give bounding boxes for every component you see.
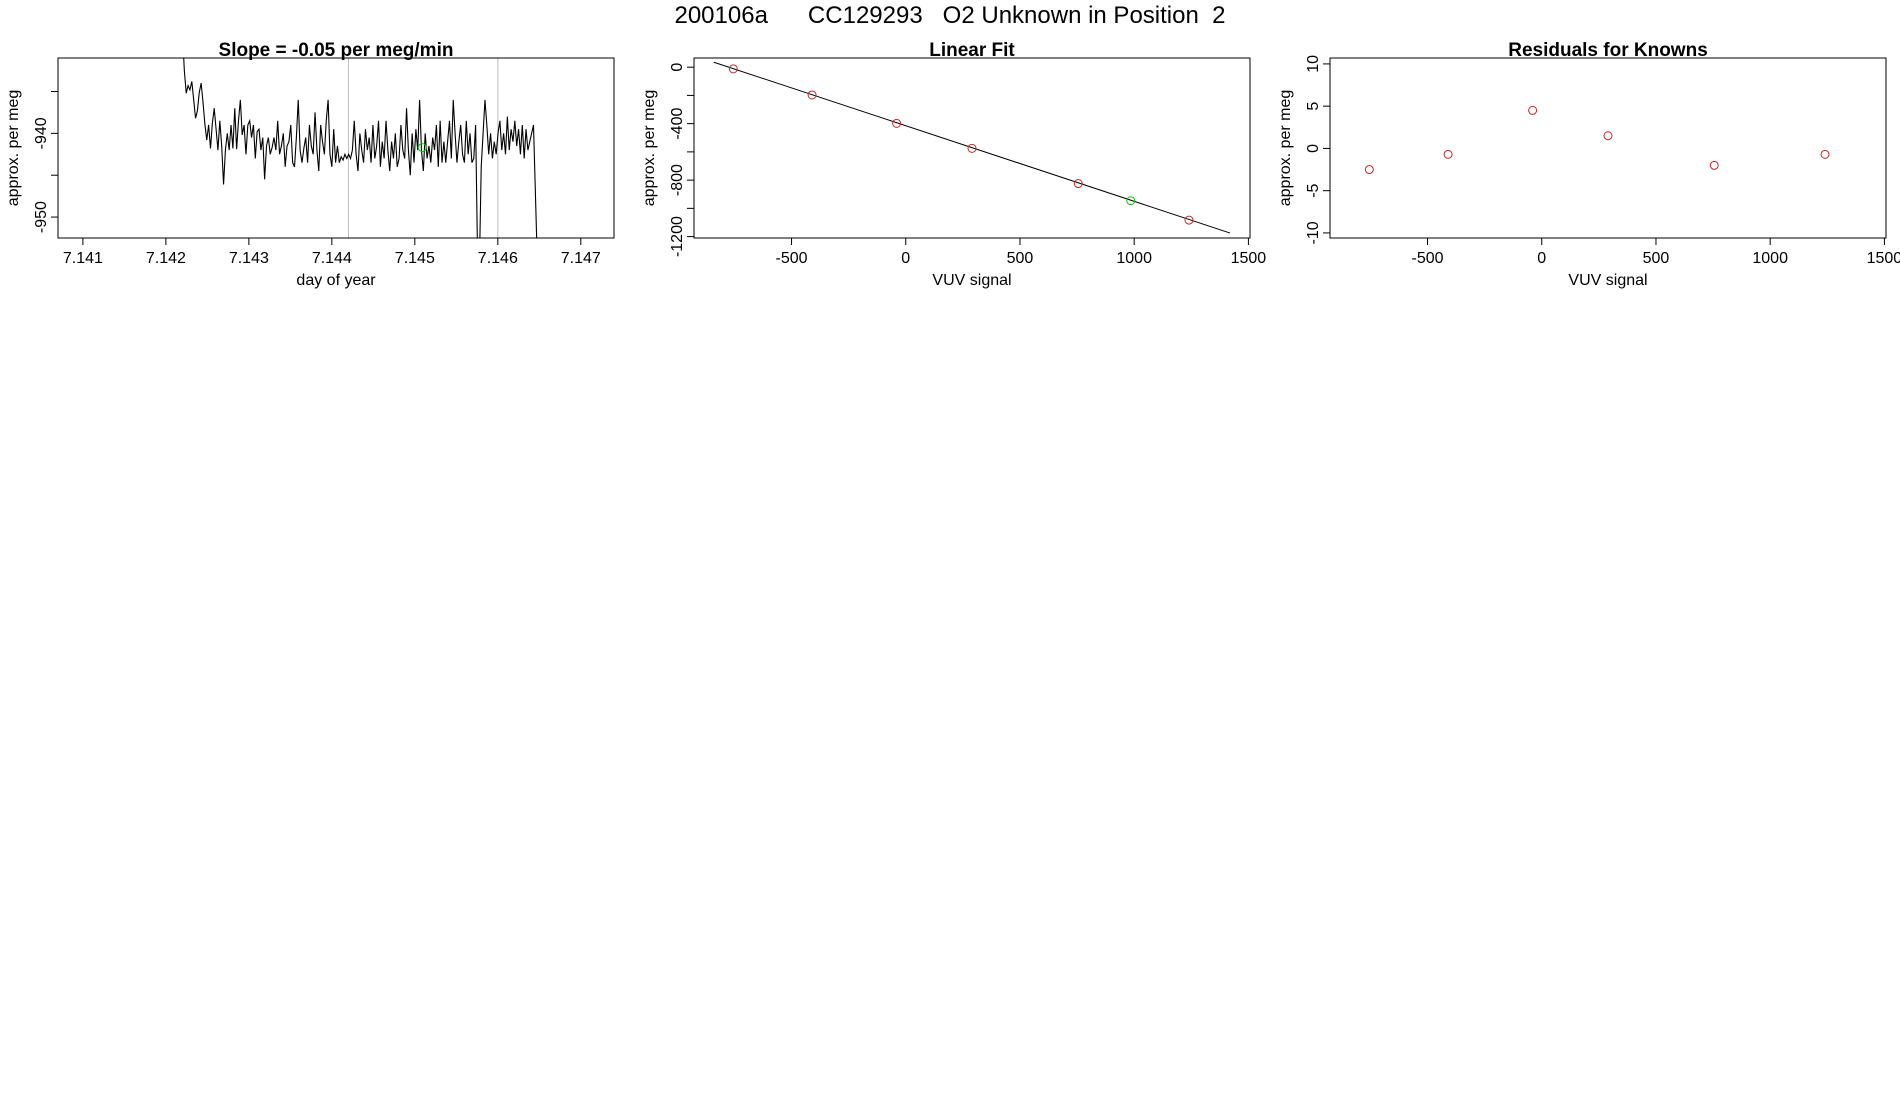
x-tick-label: 500 (1643, 250, 1670, 267)
data-point (1528, 105, 1538, 115)
data-point (1073, 179, 1083, 189)
x-tick-label: 1500 (1231, 250, 1267, 267)
x-tick-label: 1000 (1752, 250, 1788, 267)
plot-data-area (183, 58, 538, 238)
plot-frame (693, 57, 1251, 239)
chart-panel-2: -500 0 500 1000 1500 0 -400 -800 -1200 Linear Fit… (641, 40, 1266, 289)
data-point (892, 118, 902, 128)
y-tick-label: 0 (669, 63, 686, 72)
y-axis-label: approx. per meg (5, 90, 22, 207)
x-tick-label: 7.141 (63, 250, 103, 267)
fit-line (713, 61, 1231, 234)
y-tick-label: -950 (33, 201, 50, 233)
x-tick-label: 7.146 (478, 250, 518, 267)
plot-frame (1329, 57, 1887, 239)
y-tick-label: -10 (1305, 221, 1322, 244)
panel-title: Slope = -0.05 per meg/min (219, 40, 454, 61)
x-tick-label: 7.145 (395, 250, 435, 267)
panel-title: Linear Fit (929, 40, 1015, 61)
data-point (1126, 196, 1136, 206)
plot-data-area (1364, 105, 1830, 175)
panel-title: Residuals for Knowns (1508, 40, 1708, 61)
plot-frame (57, 57, 615, 239)
data-point (1184, 215, 1194, 225)
y-tick-label: -800 (669, 164, 686, 196)
x-tick-label: 7.147 (561, 250, 601, 267)
y-tick-label: -940 (33, 117, 50, 149)
y-tick-label: 5 (1305, 102, 1322, 111)
x-tick-label: 0 (901, 250, 910, 267)
data-point (1709, 160, 1719, 170)
x-tick-label: 7.144 (312, 250, 352, 267)
chart-panel-1: 7.141 7.142 7.143 7.144 7.145 7.146 7.147 -950 -… (5, 40, 615, 289)
x-axis-label: VUV signal (932, 272, 1011, 289)
plot-data-area (713, 61, 1231, 234)
x-tick-label: 1500 (1867, 250, 1900, 267)
data-point (1603, 131, 1613, 141)
chart-panel-3: -500 0 500 1000 1500 10 5 0 -5 -10 Residuals for K… (1277, 40, 1900, 289)
data-point (1443, 149, 1453, 159)
x-tick-label: 1000 (1116, 250, 1152, 267)
data-point (1820, 149, 1830, 159)
x-tick-label: -500 (776, 250, 808, 267)
y-axis-label: approx. per meg (641, 90, 658, 207)
data-point (967, 143, 977, 153)
data-point (807, 90, 817, 100)
y-tick-label: 0 (1305, 144, 1322, 153)
y-tick-label: -5 (1305, 183, 1322, 197)
highlight-point (417, 143, 427, 153)
x-tick-label: 500 (1007, 250, 1034, 267)
x-axis-label: day of year (296, 272, 376, 289)
x-tick-label: -500 (1412, 250, 1444, 267)
y-tick-label: -400 (669, 108, 686, 140)
x-tick-label: 7.143 (229, 250, 269, 267)
y-tick-label: -1200 (669, 216, 686, 257)
x-tick-label: 7.142 (146, 250, 186, 267)
page-title: 200106a CC129293 O2 Unknown in Position … (674, 2, 1226, 29)
data-point (1364, 165, 1374, 175)
x-axis-label: VUV signal (1568, 272, 1647, 289)
data-point (728, 64, 738, 74)
series-line (183, 58, 538, 238)
x-tick-label: 0 (1537, 250, 1546, 267)
y-axis-label: approx. per meg (1277, 90, 1294, 207)
y-tick-label: 10 (1305, 55, 1322, 73)
